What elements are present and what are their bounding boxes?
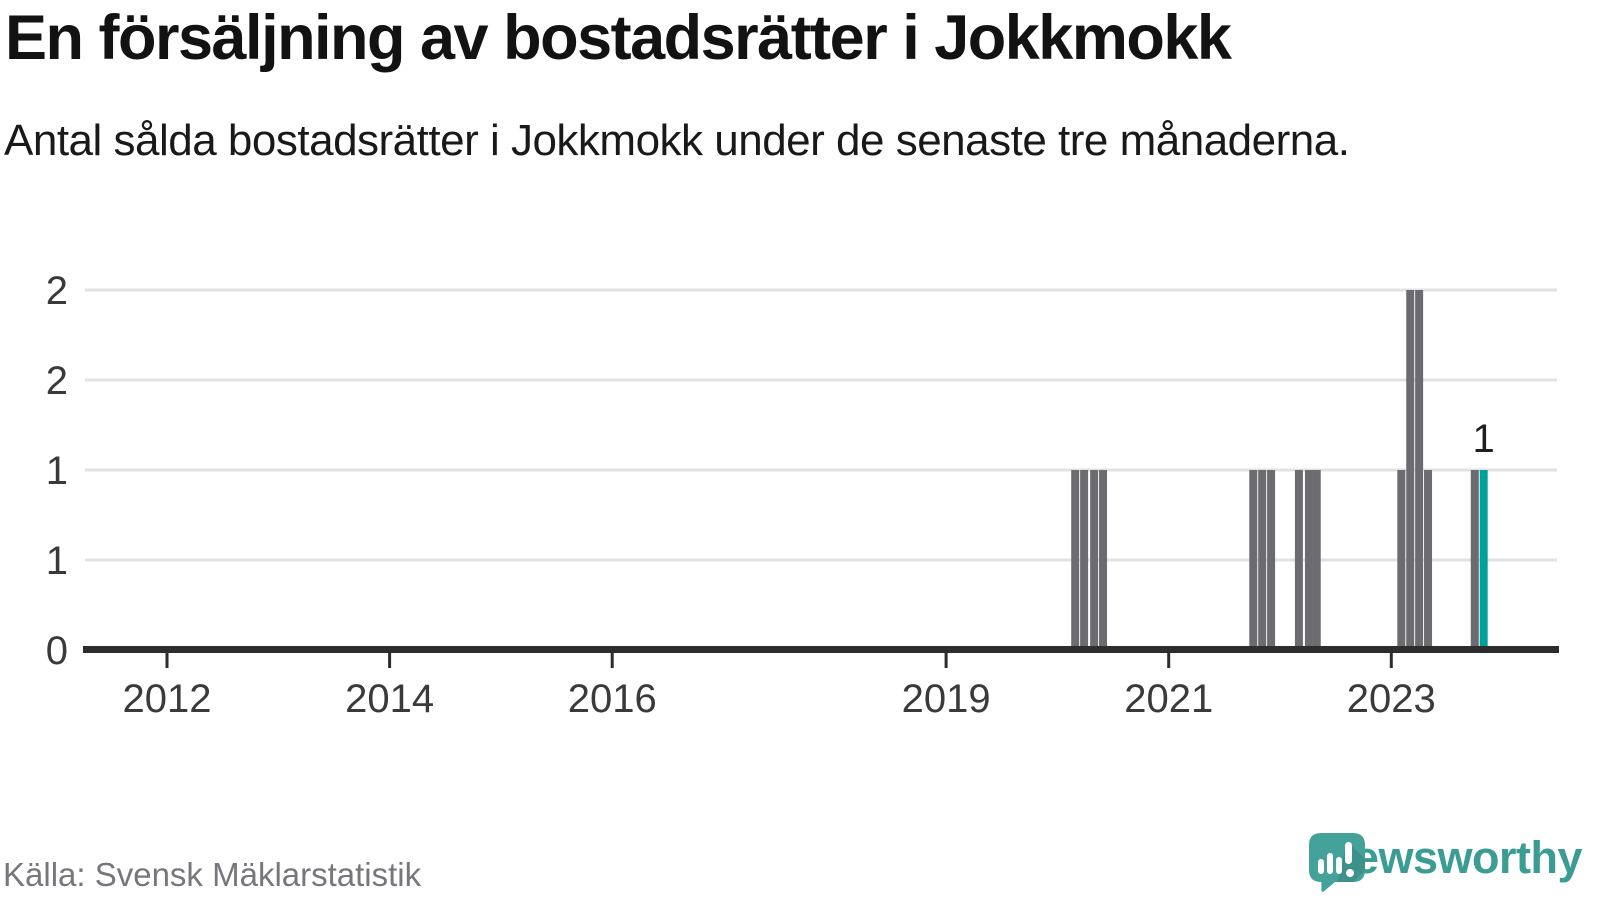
x-axis-tick-label: 2019	[902, 677, 991, 721]
bar	[1294, 470, 1303, 650]
bar	[1424, 470, 1433, 650]
gridline	[85, 288, 1557, 292]
y-axis-tick-label: 2	[46, 359, 68, 403]
bar	[1312, 470, 1321, 650]
x-axis-tick-label: 2021	[1124, 677, 1213, 721]
brand-logo: Newsworthy	[1308, 832, 1583, 892]
x-axis-tick-label: 2023	[1347, 677, 1436, 721]
source-note: Källa: Svensk Mäklarstatistik	[3, 856, 422, 893]
x-axis-tick-label: 2016	[568, 677, 657, 721]
bar	[1249, 470, 1258, 650]
x-axis-tick	[165, 653, 169, 668]
highlight-bar	[1479, 470, 1488, 650]
bar	[1080, 470, 1089, 650]
chart-subtitle: Antal sålda bostadsrätter i Jokkmokk und…	[4, 116, 1350, 165]
x-axis-tick-label: 2014	[345, 677, 434, 721]
gridline	[85, 378, 1557, 382]
x-axis-tick-label: 2012	[123, 677, 212, 721]
y-axis-tick-label: 2	[46, 269, 68, 313]
y-axis-tick-label: 0	[46, 629, 68, 673]
bar	[1071, 470, 1080, 650]
bar	[1099, 470, 1108, 650]
gridline	[85, 558, 1557, 562]
bar	[1258, 470, 1267, 650]
x-axis-tick	[610, 653, 614, 668]
x-axis-line	[83, 646, 1559, 653]
chart-title: En försäljning av bostadsrätter i Jokkmo…	[5, 3, 1232, 73]
bar	[1415, 290, 1424, 650]
x-axis-tick	[944, 653, 948, 668]
bar	[1304, 470, 1313, 650]
bar	[1090, 470, 1099, 650]
x-axis-tick	[1389, 653, 1393, 668]
x-axis-tick	[1167, 653, 1171, 668]
gridline	[85, 468, 1557, 472]
y-axis-tick-label: 1	[46, 539, 68, 583]
brand-name: Newsworthy	[1321, 832, 1583, 883]
bar	[1470, 470, 1479, 650]
bar	[1267, 470, 1276, 650]
y-axis-tick-label: 1	[46, 449, 68, 493]
bar-chart: 0 1 1 2 2 1 2012 2014 2016 2019 2021 2023	[46, 269, 1559, 721]
bar-value-label: 1	[1473, 417, 1495, 461]
bar	[1397, 470, 1406, 650]
x-axis-tick	[388, 653, 392, 668]
bar	[1406, 290, 1415, 650]
